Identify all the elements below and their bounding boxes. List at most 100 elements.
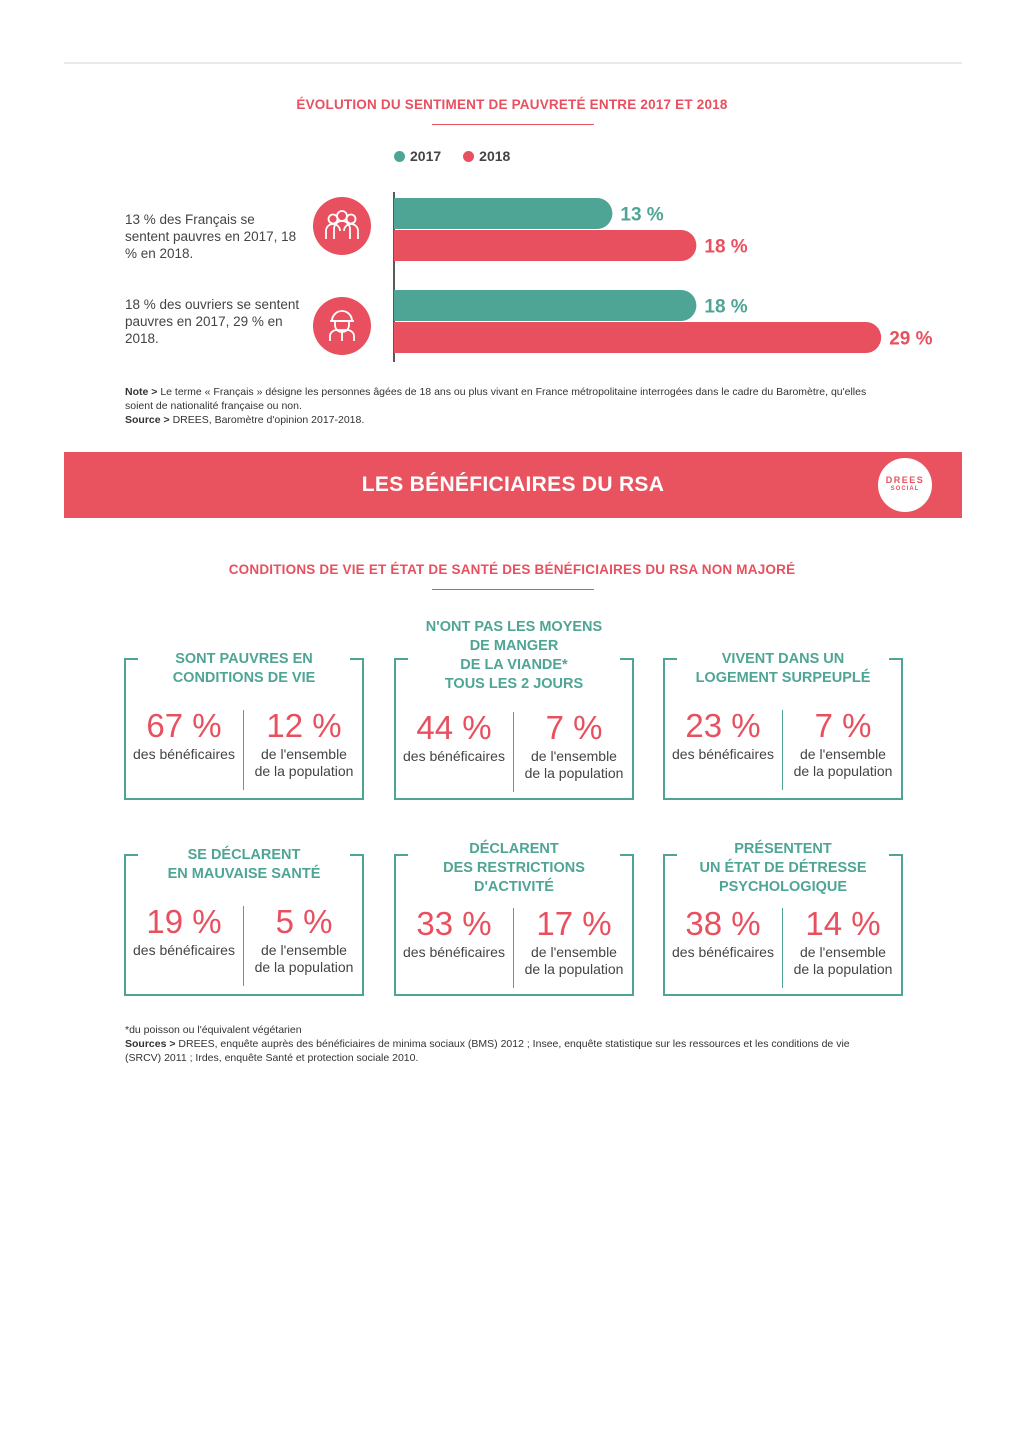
stat-label-line: de la population [524,765,624,781]
heading-line: UN ÉTAT DE DÉTRESSE [695,859,871,878]
bar-2018-row-0 [394,230,697,261]
legend-item-2018: 2018 [463,148,510,164]
footnote-block: *du poisson ou l'équivalent végétarien S… [125,1023,885,1065]
stat-box-heading: SE DÉCLARENT EN MAUVAISE SANTÉ [124,846,364,884]
people-group-icon [313,197,371,255]
legend-item-2017: 2017 [394,148,441,164]
frame-corner [663,854,677,856]
rsa-banner: LES BÉNÉFICIAIRES DU RSA DREES SOCIAL [64,452,962,518]
top-divider [64,62,962,64]
logo-main-text: DREES [885,475,925,485]
legend-swatch-2017 [394,150,405,162]
chart-title-underline [432,124,594,125]
heading-line: PRÉSENTENT [730,840,836,859]
stat-right-label: de l'ensemble de la population [244,942,364,976]
frame-corner [889,658,903,660]
row-label-ouvriers: 18 % des ouvriers se sentent pauvres en … [125,297,300,346]
heading-line: DE MANGER [465,637,563,656]
stat-box-divider [243,710,244,790]
legend-label-2017: 2017 [410,148,442,164]
stat-label-line: de l'ensemble [531,944,617,960]
heading-line: LOGEMENT SURPEUPLÉ [691,669,875,688]
frame-corner [394,658,408,660]
stat-box-heading: PRÉSENTENT UN ÉTAT DE DÉTRESSE PSYCHOLOGIQ… [663,840,903,897]
stat-label-line: de l'ensemble [800,746,886,762]
stat-label-line: de la population [254,959,354,975]
rsa-title-underline [432,589,594,590]
stat-left: 23 % des bénéficaires [663,708,783,763]
stat-box-frame [124,658,364,800]
heading-line: VIVENT DANS UN [717,650,849,669]
bar-label-2018-row-0: 18 % [704,237,747,258]
stat-left-label: des bénéficaires [124,942,244,959]
source-label: Source > [125,414,170,426]
frame-corner [663,658,677,660]
heading-line: EN MAUVAISE SANTÉ [163,865,325,884]
stat-right: 14 % de l'ensemble de la population [783,906,903,978]
stat-label-line: de la population [524,961,624,977]
heading-line: N'ONT PAS LES MOYENS [421,618,607,637]
note-text: Le terme « Français » désigne les person… [125,386,867,412]
stat-label-line: de l'ensemble [261,746,347,762]
chart-title: ÉVOLUTION DU SENTIMENT DE PAUVRETÉ ENTRE… [296,97,728,112]
stat-right-value: 7 % [545,709,603,746]
stat-left-label: des bénéficaires [394,944,514,961]
source-text: DREES, Baromètre d'opinion 2017-2018. [172,414,365,426]
stat-box-frame [394,854,634,996]
stat-label-line: de l'ensemble [531,748,617,764]
legend-swatch-2018 [463,150,475,162]
frame-corner [350,658,364,660]
bar-label-2017-row-0: 13 % [620,205,663,226]
bar-2017-row-0 [394,198,613,229]
bar-2017-row-1 [394,290,697,321]
stat-box-heading: SONT PAUVRES EN CONDITIONS DE VIE [124,650,364,688]
heading-line: DÉCLARENT [465,840,563,859]
stat-left-label: des bénéficaires [663,746,783,763]
stat-label-line: des bénéficaires [133,942,235,958]
heading-line: PSYCHOLOGIQUE [714,878,852,897]
stat-left-value: 38 % [685,905,761,942]
stat-box-heading: DÉCLARENT DES RESTRICTIONS D'ACTIVITÉ [394,840,634,897]
heading-line: SONT PAUVRES EN [171,650,317,669]
sources-text: DREES, enquête auprès des bénéficiaires … [125,1038,850,1064]
poverty-bar-chart: 13 % 18 % 18 % 29 % [393,192,933,362]
frame-corner [620,854,634,856]
bar-2017-row-0-base [394,198,410,229]
frame-corner [394,854,408,856]
stat-left-label: des bénéficaires [394,748,514,765]
stat-right-value: 14 % [805,905,881,942]
bar-label-2018-row-1: 29 % [889,329,932,350]
worker-helmet-icon [313,297,371,355]
stat-label-line: des bénéficaires [133,746,235,762]
stat-box-divider [782,710,783,790]
stat-left: 19 % des bénéficaires [124,904,244,959]
stat-box-6: PRÉSENTENT UN ÉTAT DE DÉTRESSE PSYCHOLOGIQ… [663,840,903,996]
stat-left-value: 44 % [416,709,492,746]
footnote-text: *du poisson ou l'équivalent végétarien [125,1024,302,1036]
stat-box-divider [782,908,783,988]
stat-label-line: de l'ensemble [261,942,347,958]
stat-label-line: des bénéficaires [403,748,505,764]
stat-left-label: des bénéficaires [663,944,783,961]
bar-2018-row-1-base [394,322,410,353]
stat-right-value: 17 % [536,905,612,942]
heading-line: DES RESTRICTIONS [439,859,589,878]
stat-right-value: 7 % [814,707,872,744]
stat-box-3: VIVENT DANS UN LOGEMENT SURPEUPLÉ 23 % des … [663,650,903,800]
stat-left-value: 33 % [416,905,492,942]
stat-right-label: de l'ensemble de la population [514,944,634,978]
stat-left: 38 % des bénéficaires [663,906,783,961]
stat-box-frame [663,658,903,800]
stat-left-label: des bénéficaires [124,746,244,763]
heading-line: SE DÉCLARENT [183,846,305,865]
stat-label-line: de la population [254,763,354,779]
bar-2018-row-0-base [394,230,410,261]
stat-left-value: 19 % [146,903,222,940]
stat-left-value: 67 % [146,707,222,744]
bar-label-2017-row-1: 18 % [704,297,747,318]
stat-label-line: des bénéficaires [672,944,774,960]
stat-left-value: 23 % [685,707,761,744]
heading-line: DE LA VIANDE* [456,656,572,675]
stat-right-label: de l'ensemble de la population [244,746,364,780]
stat-right: 5 % de l'ensemble de la population [244,904,364,976]
